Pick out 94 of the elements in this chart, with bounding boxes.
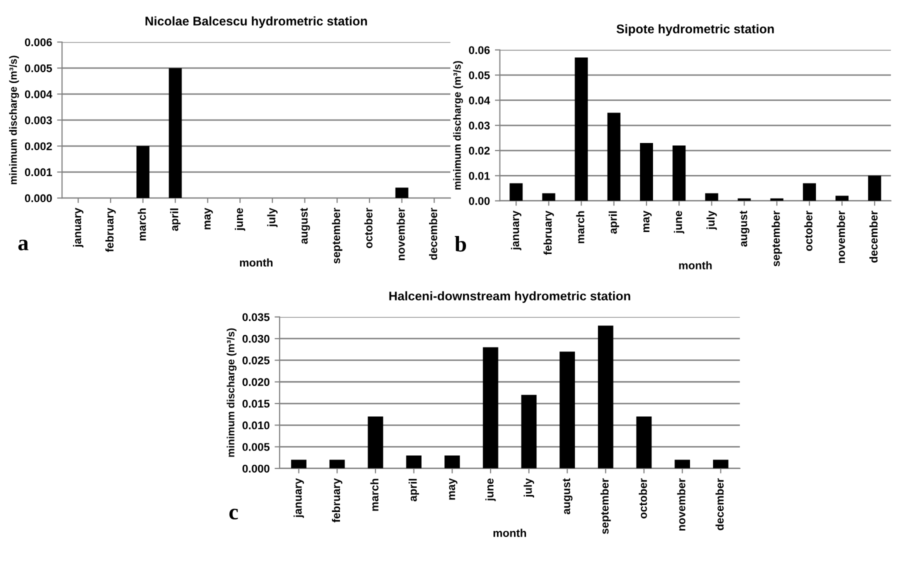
bar — [482, 347, 498, 468]
y-axis-title: minimum discharge (m³/s) — [453, 61, 463, 190]
x-tick-label: february — [544, 210, 554, 255]
x-tick-label: december — [429, 208, 438, 260]
y-tick-label: 0.001 — [24, 168, 52, 176]
bar — [705, 193, 718, 201]
x-tick-label: december — [716, 478, 724, 530]
y-tick-label: 0.015 — [242, 400, 270, 408]
bar — [136, 146, 150, 198]
y-tick-label: 0.003 — [24, 116, 52, 124]
x-tick-label: september — [772, 210, 782, 266]
bar — [607, 112, 620, 201]
x-tick-label: january — [73, 208, 84, 248]
y-tick-label: 0.000 — [24, 194, 52, 202]
bar — [168, 68, 182, 198]
x-tick-label: november — [836, 210, 846, 263]
bar — [640, 142, 654, 201]
x-tick-label: november — [396, 208, 405, 260]
y-tick-label: 0.005 — [242, 443, 270, 451]
x-tick-label: march — [576, 211, 584, 244]
text: b — [454, 236, 466, 252]
y-tick-label: 0.000 — [242, 464, 270, 473]
x-tick-label: july — [524, 478, 534, 498]
y-axis-title: minimum discharge (m³/s) — [9, 56, 19, 184]
x-tick-label: december — [869, 210, 878, 263]
bar — [560, 352, 575, 468]
text: a — [18, 240, 28, 250]
chart-title: Nicolae Balcescu hydrometric station — [146, 16, 367, 28]
x-tick-label: january — [510, 210, 522, 250]
x-tick-label: february — [332, 478, 342, 522]
x-tick-label: june — [485, 478, 496, 502]
bar — [713, 460, 728, 468]
bar — [368, 416, 384, 468]
x-tick-label: october — [364, 208, 372, 248]
bar — [802, 183, 816, 201]
y-axis-title: minimum discharge (m³/s) — [226, 328, 237, 457]
x-axis-title: month — [679, 261, 712, 270]
x-tick-label: may — [643, 210, 652, 232]
x-tick-label: july — [706, 210, 717, 230]
x-tick-label: october — [638, 478, 647, 518]
x-tick-label: april — [408, 478, 420, 502]
y-tick-label: 0.025 — [242, 356, 270, 364]
chart-title: Halceni-downstream hydrometric station — [389, 291, 630, 303]
y-tick-label: 0.02 — [468, 146, 490, 155]
bar — [291, 460, 306, 468]
bar — [329, 460, 345, 468]
bar — [868, 176, 882, 201]
bar — [521, 394, 537, 468]
x-tick-label: march — [370, 478, 378, 511]
y-tick-label: 0.01 — [468, 172, 490, 180]
x-tick-label: march — [138, 208, 146, 240]
y-tick-label: 0.030 — [242, 334, 270, 343]
y-tick-label: 0.006 — [24, 38, 52, 46]
x-tick-label: january — [294, 478, 304, 518]
x-tick-label: august — [300, 208, 310, 244]
text: c — [229, 508, 238, 520]
x-tick-label: august — [562, 478, 572, 514]
x-axis-title: month — [493, 528, 526, 537]
y-tick-label: 0.05 — [468, 71, 490, 80]
bar — [636, 416, 652, 468]
y-tick-label: 0.010 — [242, 421, 270, 430]
y-tick-label: 0.06 — [468, 46, 490, 54]
y-tick-label: 0.002 — [24, 142, 52, 150]
bar — [598, 326, 614, 468]
x-tick-label: november — [677, 478, 686, 531]
x-tick-label: june — [234, 208, 246, 231]
bar — [444, 455, 460, 468]
bar — [542, 193, 556, 201]
bar — [510, 183, 523, 201]
y-tick-label: 0.035 — [242, 313, 270, 322]
y-tick-label: 0.005 — [24, 64, 52, 72]
x-axis-title: month — [240, 258, 272, 267]
x-tick-label: october — [804, 210, 812, 251]
y-tick-label: 0.00 — [468, 197, 490, 205]
y-tick-label: 0.020 — [242, 378, 270, 386]
chart-title: Sipote hydrometric station — [616, 24, 774, 36]
x-tick-label: september — [600, 478, 611, 534]
x-tick-label: february — [105, 208, 116, 252]
x-tick-label: april — [170, 208, 180, 231]
x-tick-label: september — [332, 208, 342, 264]
bar — [674, 460, 690, 468]
y-tick-label: 0.03 — [468, 122, 490, 130]
bar — [574, 57, 588, 201]
y-tick-label: 0.04 — [468, 96, 490, 104]
x-tick-label: july — [267, 208, 278, 228]
x-tick-label: may — [204, 208, 213, 230]
x-tick-label: april — [608, 211, 620, 234]
y-tick-label: 0.004 — [24, 90, 52, 98]
x-tick-label: may — [449, 478, 458, 500]
x-tick-label: june — [674, 210, 684, 234]
bar — [406, 455, 422, 468]
bar — [395, 188, 408, 198]
bar — [672, 146, 686, 201]
x-tick-label: august — [740, 210, 750, 247]
